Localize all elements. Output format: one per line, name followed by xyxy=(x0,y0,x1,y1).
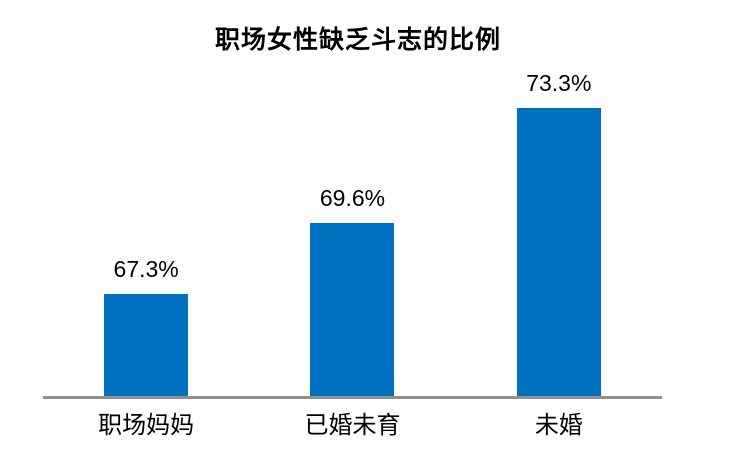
bar-value-label: 73.3% xyxy=(526,70,592,96)
bar-value-label: 69.6% xyxy=(319,185,386,211)
bar xyxy=(104,294,189,397)
bar-group-working-moms: 67.3% xyxy=(43,55,249,397)
category-label: 已婚未育 xyxy=(304,412,401,439)
bar xyxy=(310,223,395,397)
x-axis-labels: 职场妈妈 已婚未育 未婚 xyxy=(43,412,662,440)
x-axis-line xyxy=(43,396,662,399)
category-label: 职场妈妈 xyxy=(98,412,195,439)
bar-group-unmarried: 73.3% xyxy=(456,55,662,397)
plot-area: 67.3% 69.6% 73.3% xyxy=(43,55,662,397)
chart-title: 职场女性缺乏斗志的比例 xyxy=(214,26,501,54)
bar-value-label: 67.3% xyxy=(113,256,179,282)
category-label: 未婚 xyxy=(534,412,583,439)
bar xyxy=(516,108,601,397)
bar-group-married-no-children: 69.6% xyxy=(249,55,455,397)
